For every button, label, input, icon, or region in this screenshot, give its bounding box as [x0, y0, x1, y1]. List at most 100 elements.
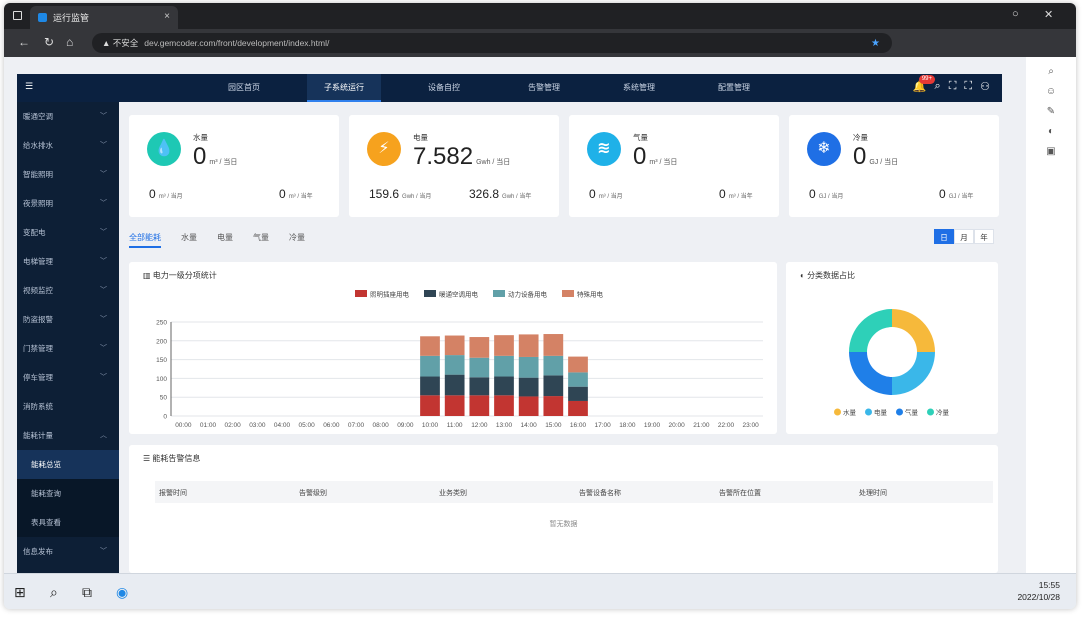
bar-segment[interactable] [518, 356, 539, 378]
sidebar-item-3[interactable]: 夜景照明 ﹀ [17, 189, 119, 218]
outlook-icon[interactable]: ▣ [1046, 146, 1056, 157]
bar-segment[interactable] [568, 356, 588, 373]
sidebar-item-0[interactable]: 暖通空调 ﹀ [17, 102, 119, 131]
filter-tab-2[interactable]: 电量 [217, 233, 233, 242]
browser-tab[interactable]: 运行监管 × [30, 6, 178, 29]
period-button-0[interactable]: 日 [934, 229, 954, 244]
bar-segment[interactable] [469, 377, 490, 396]
bar-segment[interactable] [420, 376, 440, 396]
home-icon[interactable]: ⌂ [66, 35, 74, 49]
bar-segment[interactable] [420, 355, 440, 377]
nav-item-5[interactable]: 配置管理 [718, 83, 750, 92]
legend-swatch[interactable] [355, 290, 367, 297]
sidebar-item-7[interactable]: 防盗报警 ﹀ [17, 305, 119, 334]
circle-icon[interactable]: ◐ [1047, 126, 1055, 137]
chevron-icon[interactable]: ﹀ [100, 287, 107, 294]
search-icon[interactable]: ⌕ [50, 584, 58, 600]
sidebar-item-15[interactable]: 信息发布 ﹀ [17, 537, 119, 566]
nav-item-0[interactable]: 园区首页 [228, 83, 260, 92]
legend-label[interactable]: 动力设备用电 [508, 290, 548, 299]
chevron-icon[interactable]: ﹀ [100, 316, 107, 323]
filter-tab-1[interactable]: 水量 [181, 233, 197, 242]
bar-segment[interactable] [568, 400, 588, 416]
legend-label[interactable]: 暖通空调用电 [439, 290, 479, 299]
bar-segment[interactable] [543, 396, 564, 416]
sidebar-item-4[interactable]: 变配电 ﹀ [17, 218, 119, 247]
bar-segment[interactable] [518, 334, 539, 357]
bar-segment[interactable] [444, 335, 465, 356]
sidebar-item-14[interactable]: 表具查看 [17, 508, 119, 537]
sidebar-item-9[interactable]: 停车管理 ﹀ [17, 363, 119, 392]
nav-item-1[interactable]: 子系统运行 [307, 74, 381, 102]
nav-item-3[interactable]: 告警管理 [528, 83, 560, 92]
bar-segment[interactable] [420, 336, 440, 356]
bar-segment[interactable] [543, 375, 564, 397]
bar-segment[interactable] [469, 395, 490, 416]
chevron-icon[interactable]: ﹀ [100, 142, 107, 149]
chevron-icon[interactable]: ︿ [100, 432, 107, 439]
chevron-icon[interactable]: ﹀ [100, 258, 107, 265]
windows-start-icon[interactable]: ⊞ [14, 584, 26, 600]
chevron-icon[interactable]: ﹀ [100, 374, 107, 381]
pie-legend-label[interactable]: 水量 [843, 408, 857, 417]
bar-segment[interactable] [543, 355, 564, 376]
bar-segment[interactable] [518, 377, 539, 397]
pie-legend-dot[interactable] [834, 408, 841, 416]
task-view-icon[interactable]: ⧉ [82, 584, 92, 600]
search-icon[interactable]: ⌕ [1048, 66, 1054, 77]
favorite-star-icon[interactable]: ★ [871, 37, 880, 49]
period-button-1[interactable]: 月 [954, 229, 974, 244]
filter-tab-0[interactable]: 全部能耗 [129, 233, 161, 248]
chevron-icon[interactable]: ﹀ [100, 548, 107, 555]
bar-segment[interactable] [469, 337, 490, 358]
pie-legend-dot[interactable] [927, 408, 934, 416]
pie-legend-label[interactable]: 气量 [905, 408, 919, 417]
back-icon[interactable]: ← [18, 35, 30, 49]
tools-icon[interactable]: ✎ [1046, 106, 1056, 117]
pie-legend-dot[interactable] [896, 408, 903, 416]
sidebar-item-8[interactable]: 门禁管理 ﹀ [17, 334, 119, 363]
chevron-icon[interactable]: ﹀ [100, 200, 107, 207]
period-button-2[interactable]: 年 [974, 229, 994, 244]
people-icon[interactable]: ☺ [1045, 86, 1057, 97]
nav-item-2[interactable]: 设备自控 [428, 83, 460, 92]
fullscreen-icon[interactable]: ⛶ [948, 80, 957, 92]
chevron-icon[interactable]: ﹀ [100, 345, 107, 352]
bar-segment[interactable] [420, 395, 440, 416]
tab-close-button[interactable]: × [164, 11, 170, 22]
window-icon[interactable] [13, 11, 22, 20]
pie-legend-dot[interactable] [865, 408, 872, 416]
legend-swatch[interactable] [424, 290, 436, 297]
pie-slice[interactable] [892, 309, 935, 352]
pie-legend-label[interactable]: 冷量 [936, 408, 950, 417]
bar-segment[interactable] [568, 372, 588, 387]
menu-icon[interactable]: ☰ [25, 81, 34, 91]
bar-segment[interactable] [543, 334, 564, 356]
bar-segment[interactable] [444, 395, 465, 416]
pie-legend-label[interactable]: 电量 [874, 408, 888, 417]
sidebar-item-13[interactable]: 能耗查询 [17, 479, 119, 508]
sidebar-item-1[interactable]: 给水排水 ﹀ [17, 131, 119, 160]
bar-segment[interactable] [444, 374, 465, 396]
bell-icon[interactable]: 🔔 99+ [913, 75, 936, 93]
legend-swatch[interactable] [493, 290, 505, 297]
pie-slice[interactable] [892, 352, 935, 395]
bar-segment[interactable] [494, 395, 514, 416]
bar-segment[interactable] [494, 355, 514, 377]
reload-icon[interactable]: ↻ [44, 35, 55, 49]
sidebar-item-12[interactable]: 能耗总览 [17, 450, 119, 479]
bar-segment[interactable] [518, 396, 539, 416]
edge-browser-icon[interactable]: ◉ [116, 584, 129, 600]
user-icon[interactable]: ⚇ [980, 81, 990, 93]
chevron-icon[interactable]: ﹀ [100, 113, 107, 120]
url-field[interactable]: ▲ 不安全 dev.gemcoder.com/front/development… [92, 33, 892, 53]
sidebar-item-2[interactable]: 智能照明 ﹀ [17, 160, 119, 189]
bar-segment[interactable] [494, 335, 514, 356]
bar-segment[interactable] [494, 376, 514, 396]
sidebar-item-5[interactable]: 电梯管理 ﹀ [17, 247, 119, 276]
pie-slice[interactable] [849, 352, 892, 395]
bar-segment[interactable] [469, 357, 490, 378]
sidebar-item-11[interactable]: 能耗计量 ︿ [17, 421, 119, 450]
legend-swatch[interactable] [562, 290, 574, 297]
close-window-button[interactable]: ✕ [1044, 9, 1054, 21]
